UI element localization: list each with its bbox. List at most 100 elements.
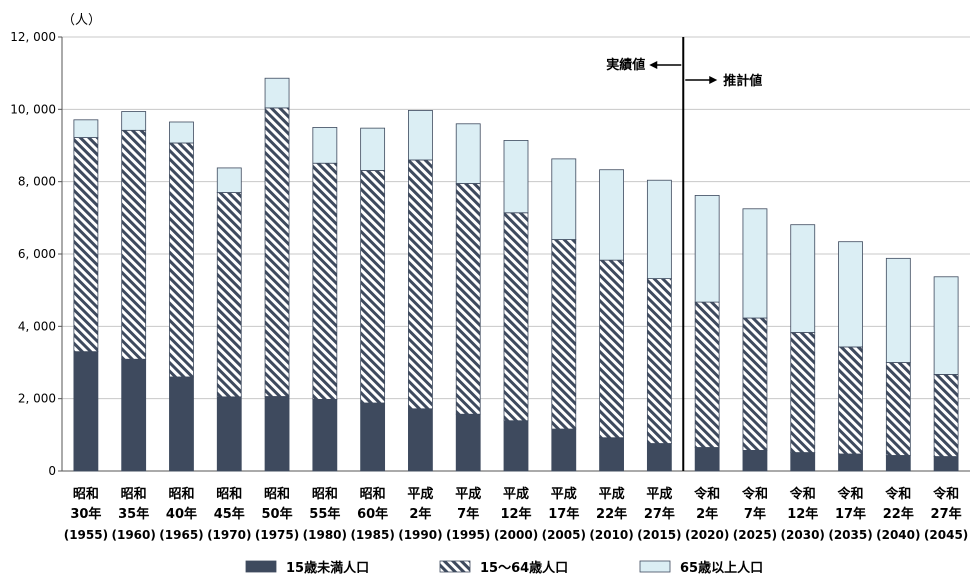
arrow-right-icon [709,76,718,84]
x-label-ad: (1965) [159,528,203,542]
x-label-era: 平成 [646,486,672,502]
bars [73,77,959,472]
x-label-year: 2年 [409,506,431,522]
x-label-ad: (2045) [924,528,968,542]
x-label-year: 2年 [696,506,718,522]
x-label-year: 22年 [883,506,914,522]
x-label-era: 平成 [599,486,625,502]
bar-stack [885,257,911,472]
bar-stack [599,169,624,472]
bar-stack [264,77,290,472]
x-label-ad: (2020) [685,528,729,542]
x-label-year: 55年 [309,506,340,522]
bar-stack [790,224,816,472]
bar-segment-1 [503,420,529,472]
bar-segment-2 [790,332,816,453]
legend-item: 15～64歳人口 [439,560,568,576]
bar-segment-2 [838,346,863,455]
bar-segment-3 [742,208,768,319]
x-label-era: 平成 [551,486,577,502]
bar-segment-2 [599,259,624,439]
bar-segment-1 [551,428,577,472]
bar-segment-1 [790,452,816,472]
y-tick-label: 12, 000 [10,30,56,44]
bar-segment-1 [694,447,720,472]
bar-segment-3 [551,158,577,240]
x-label-era: 昭和 [312,486,338,502]
legend-label: 15～64歳人口 [480,560,568,576]
bar-segment-1 [646,443,672,472]
legend: 15歳未満人口 15～64歳人口 65歳以上人口 [245,560,763,576]
bar-segment-2 [264,107,290,397]
x-label-era: 昭和 [360,486,386,502]
bar-segment-3 [360,127,386,171]
bar-segment-3 [73,119,99,138]
y-axis: 0 2, 000 4, 000 6, 000 8, 000 10, 000 12, 000 [10,30,970,478]
x-label-year: 60年 [357,506,388,522]
estimate-label: 推計値 [723,73,762,89]
bar-segment-3 [121,111,147,131]
bar-segment-1 [408,408,433,472]
x-label-ad: (1975) [255,528,299,542]
bar-stack [838,241,863,472]
x-label-ad: (2010) [589,528,633,542]
bar-segment-2 [933,374,959,457]
y-tick-label: 2, 000 [18,392,56,406]
bar-segment-2 [455,183,481,415]
bar-segment-3 [885,257,911,363]
bar-segment-2 [73,137,99,353]
bar-stack [360,127,386,472]
bar-segment-3 [790,224,816,333]
bar-segment-1 [742,449,768,472]
bar-segment-3 [646,179,672,279]
x-label-year: 22年 [596,506,627,522]
bar-segment-1 [455,413,481,472]
x-label-era: 平成 [503,486,529,502]
actual-label: 実績値 [606,57,645,73]
x-label-year: 35年 [118,506,149,522]
y-tick-label: 8, 000 [18,175,56,189]
x-label-ad: (1985) [350,528,394,542]
bar-segment-2 [360,170,386,404]
x-label-ad: (1995) [446,528,490,542]
unit-label: （人） [62,13,101,28]
x-label-era: 昭和 [73,486,99,502]
bar-segment-2 [121,129,147,360]
x-label-ad: (1970) [207,528,251,542]
x-label-year: 12年 [787,506,818,522]
bar-stack [646,179,672,472]
x-label-year: 17年 [548,506,579,522]
bar-segment-1 [264,396,290,472]
bar-segment-2 [742,317,768,451]
x-label-ad: (1960) [111,528,155,542]
legend-swatch [245,560,277,573]
bar-segment-3 [455,123,481,184]
bar-segment-2 [503,212,529,422]
bar-segment-2 [885,362,911,456]
bar-segment-3 [933,276,959,375]
bar-stack [169,121,194,472]
legend-label: 65歳以上人口 [680,560,763,576]
bar-stack [933,276,959,472]
bar-stack [694,195,720,472]
bar-segment-1 [121,358,147,472]
x-label-ad: (1980) [303,528,347,542]
x-label-year: 27年 [644,506,675,522]
bar-segment-3 [216,167,242,193]
bar-segment-2 [694,301,720,448]
bar-segment-2 [408,159,433,410]
x-label-era: 昭和 [216,486,242,502]
x-label-year: 50年 [262,506,293,522]
x-label-era: 昭和 [121,486,147,502]
bar-segment-1 [73,351,99,472]
x-label-ad: (2025) [733,528,777,542]
x-label-era: 昭和 [264,486,290,502]
bar-stack [216,167,242,472]
x-axis-labels: 昭和 30年 (1955) 昭和 35年 (1960) 昭和 40年 (1965) 昭和 45年 (1… [64,486,969,542]
bar-segment-2 [646,278,672,444]
x-label-ad: (2040) [876,528,920,542]
x-label-ad: (2015) [637,528,681,542]
x-label-year: 45年 [214,506,245,522]
